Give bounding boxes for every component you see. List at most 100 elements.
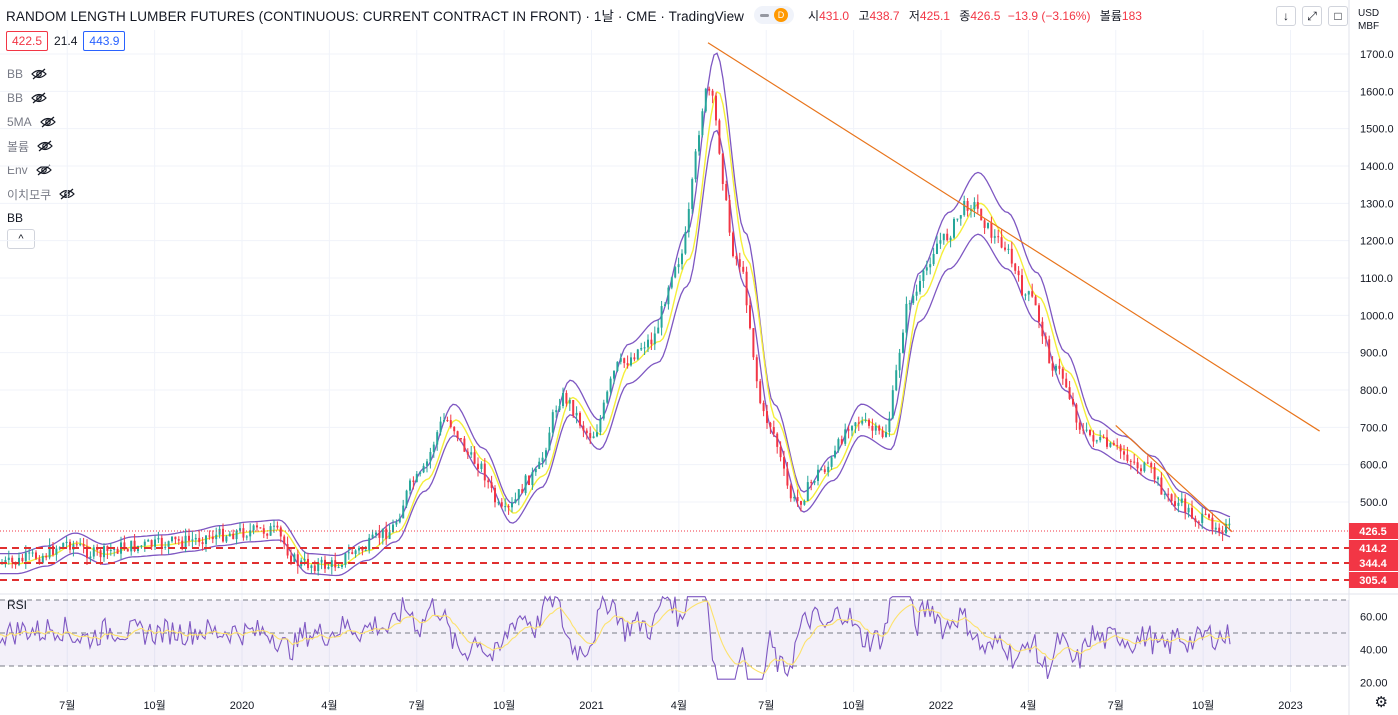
eye-off-icon[interactable] — [37, 140, 53, 152]
eye-off-icon[interactable] — [39, 116, 56, 128]
candle-body — [92, 547, 95, 557]
indicator-row[interactable]: BB — [7, 62, 75, 86]
rsi-pane — [0, 593, 1398, 667]
candle-body — [310, 565, 313, 568]
candle-body — [691, 179, 694, 209]
candle-body — [915, 291, 918, 296]
candle-body — [137, 545, 139, 551]
candle-body — [640, 348, 643, 350]
candle-body — [606, 391, 609, 403]
candle-body — [970, 209, 972, 211]
x-tick-label: 7월 — [59, 699, 75, 712]
candle-body — [82, 544, 85, 547]
candle-body — [375, 532, 377, 535]
y-tick-label: 1200.0 — [1360, 236, 1394, 248]
candle-body — [211, 536, 214, 540]
candle-body — [524, 475, 527, 494]
symbol-title[interactable]: RANDOM LENGTH LUMBER FUTURES (CONTINUOUS… — [6, 9, 745, 24]
candle-body — [449, 420, 452, 427]
candle-body — [786, 468, 789, 486]
candle-body — [626, 363, 629, 366]
rsi-label[interactable]: RSI — [7, 598, 28, 612]
candle-body — [154, 539, 156, 547]
candle-body — [976, 202, 979, 209]
candle-body — [426, 461, 428, 466]
candle-body — [585, 430, 588, 434]
collapse-legend-button[interactable]: ^ — [7, 229, 35, 249]
candle-body — [157, 537, 160, 540]
high-value: 438.7 — [869, 8, 900, 23]
candle-body — [551, 412, 554, 433]
eye-off-icon[interactable] — [31, 68, 47, 80]
gear-icon[interactable]: ⚙ — [1374, 694, 1388, 711]
candle-body — [1136, 462, 1139, 469]
eye-off-icon[interactable] — [31, 92, 47, 104]
candle-body — [1153, 466, 1156, 480]
candle-body — [351, 552, 354, 554]
candle-body — [143, 541, 146, 546]
candle-body — [1024, 294, 1027, 296]
candle-body — [562, 392, 564, 407]
candle-body — [507, 506, 510, 508]
candle-body — [1038, 305, 1040, 322]
candle-body — [830, 457, 833, 467]
candle-body — [755, 357, 758, 382]
indicator-row[interactable]: 볼륨 — [7, 134, 75, 158]
x-tick-label: 2023 — [1278, 700, 1302, 712]
indicator-row[interactable]: BB — [7, 206, 75, 230]
candle-body — [891, 390, 894, 419]
candle-body — [392, 524, 394, 533]
candle-body — [776, 433, 779, 447]
candle-body — [24, 552, 27, 562]
expand-icon[interactable]: ⤢ — [1302, 6, 1322, 26]
candle-body — [990, 222, 993, 238]
candle-body — [779, 446, 782, 458]
candle-body — [1180, 498, 1183, 503]
x-tick-label: 4월 — [1020, 699, 1036, 712]
indicator-label: BB — [7, 67, 24, 81]
candle-body — [725, 184, 728, 201]
y-tick-label: 600.0 — [1360, 460, 1388, 472]
price-label: 426.5 — [1359, 526, 1387, 538]
candle-body — [341, 564, 343, 568]
y-tick-label: 1700.0 — [1360, 49, 1394, 61]
candle-body — [494, 487, 496, 503]
arrow-down-icon[interactable]: ↓ — [1276, 6, 1296, 26]
change-value: −13.9 (−3.16%) — [1007, 8, 1091, 23]
indicator-row[interactable]: 이치모쿠 — [7, 182, 76, 206]
candle-body — [215, 534, 218, 540]
candle-body — [1058, 365, 1061, 369]
x-tick-label: 2022 — [929, 700, 953, 712]
candle-body — [7, 557, 10, 561]
indicator-row[interactable]: 5MA — [7, 110, 75, 134]
candle-body — [983, 220, 986, 228]
candle-body — [371, 534, 374, 538]
indicator-label: 볼륨 — [7, 139, 30, 154]
eye-off-icon[interactable] — [35, 164, 52, 176]
x-tick-label: 7월 — [409, 699, 425, 712]
market-status-pill[interactable]: D — [754, 6, 795, 24]
candle-body — [623, 358, 626, 364]
eye-off-icon[interactable] — [59, 188, 76, 200]
candle-body — [538, 461, 541, 469]
candle-body — [293, 554, 296, 562]
candle-body — [555, 410, 558, 413]
candle-body — [446, 420, 449, 422]
maximize-icon[interactable]: □ — [1328, 6, 1348, 26]
candle-body — [1167, 493, 1170, 495]
candle-body — [840, 439, 843, 444]
indicator-row[interactable]: BB — [7, 86, 75, 110]
candle-body — [106, 546, 109, 552]
candle-body — [1000, 237, 1003, 248]
currency-label[interactable]: USD — [1358, 8, 1380, 19]
candle-body — [1044, 336, 1047, 340]
candle-body — [980, 208, 983, 221]
candle-body — [745, 271, 748, 306]
price-label: 344.4 — [1359, 558, 1387, 570]
per-unit-label[interactable]: MBF — [1358, 21, 1380, 32]
chart-header: RANDOM LENGTH LUMBER FUTURES (CONTINUOUS… — [6, 5, 1142, 25]
indicator-row[interactable]: Env — [7, 158, 75, 182]
candle-body — [942, 233, 945, 241]
candle-body — [919, 280, 921, 292]
